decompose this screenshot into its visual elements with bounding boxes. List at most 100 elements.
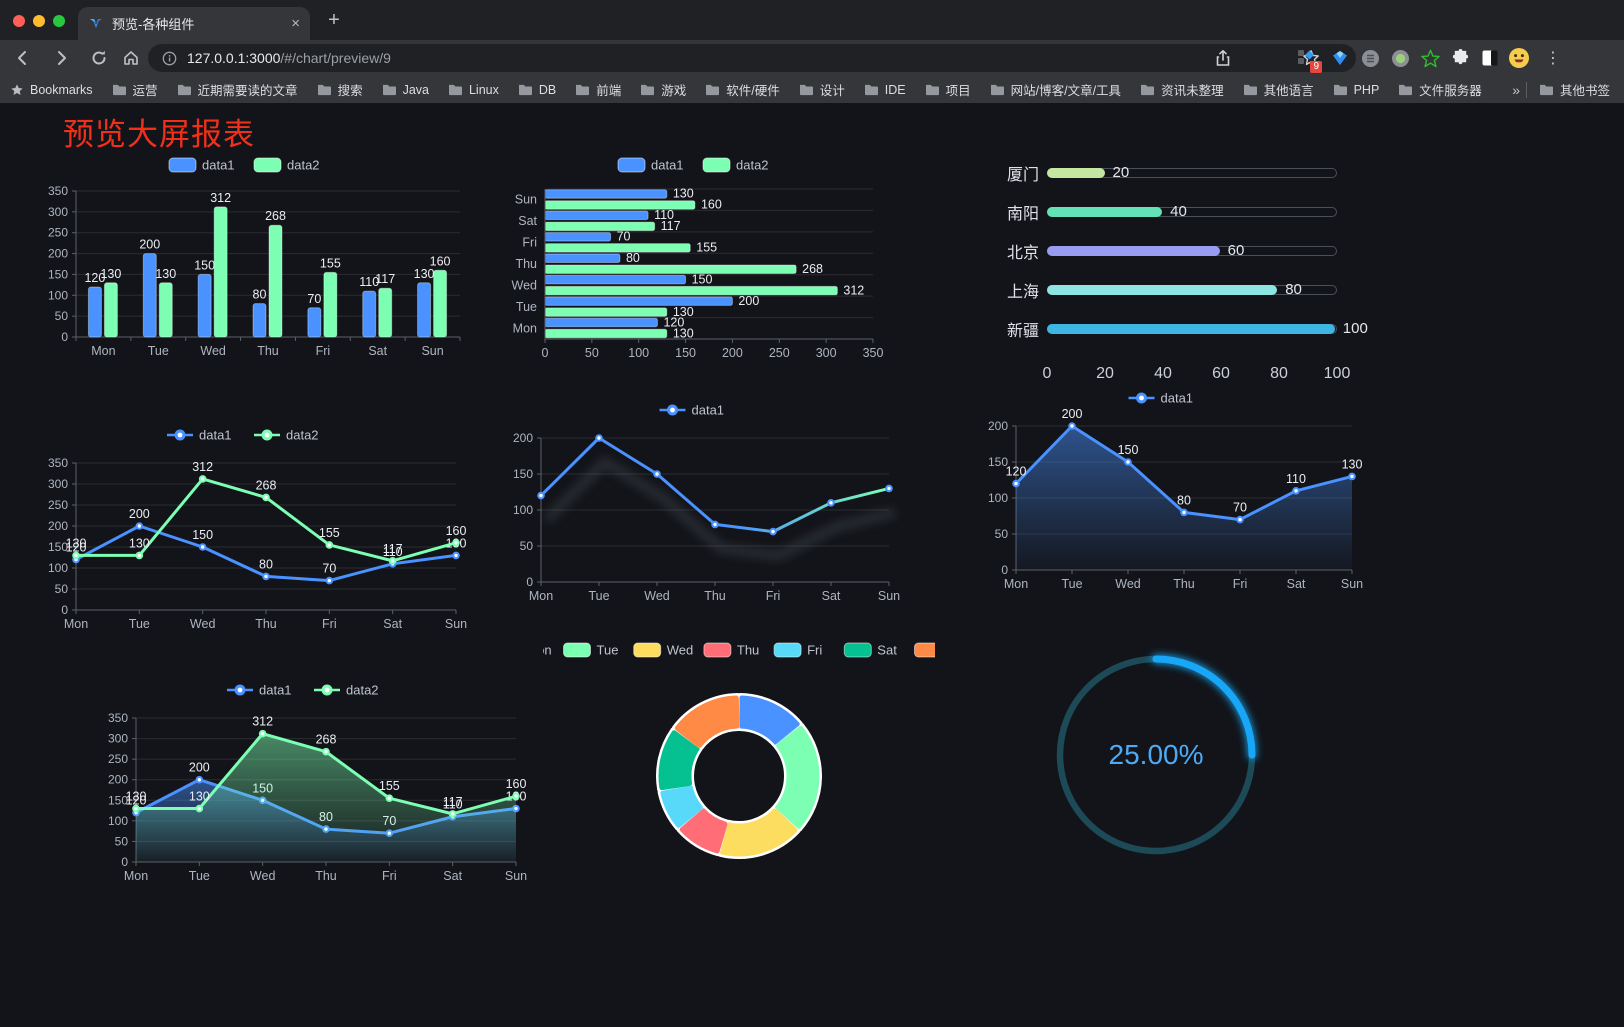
extension-sidebar-icon[interactable]	[1479, 48, 1501, 68]
forward-button[interactable]	[50, 47, 72, 69]
bookmark-root[interactable]: Bookmarks	[10, 83, 93, 97]
legend-item-data1[interactable]: data1	[167, 428, 232, 443]
bookmark-folder-11[interactable]: 项目	[925, 80, 971, 99]
chart-gauge[interactable]: 25.00%	[1039, 638, 1273, 872]
legend-item-Sun[interactable]: Sun	[914, 642, 971, 658]
legend-item-Tue[interactable]: Tue	[563, 642, 619, 658]
chart-line-area[interactable]: data1 0 50 100 150 200 Mon Tue Wed Thu Fri Sat Sun 12…	[978, 386, 1366, 598]
legend-item-data2[interactable]: data2	[254, 428, 319, 443]
bookmark-label: 运营	[132, 84, 158, 98]
svg-text:100: 100	[108, 814, 128, 828]
legend-item-Sat[interactable]: Sat	[843, 642, 897, 658]
svg-text:50: 50	[995, 527, 1009, 541]
legend-item-data1[interactable]: data1	[617, 157, 684, 173]
bar-data2-Sat	[378, 287, 393, 338]
svg-text:50: 50	[55, 309, 69, 323]
svg-text:200: 200	[513, 431, 533, 445]
svg-text:120: 120	[663, 315, 684, 329]
svg-text:Thu: Thu	[1173, 577, 1195, 591]
bookmark-folder-4[interactable]: Linux	[448, 83, 499, 97]
extensions-puzzle-icon[interactable]	[1449, 48, 1471, 68]
chart-line-dual[interactable]: data1 data2 0 50 100 150 200 250 300 350 Mon Tue Wed…	[38, 423, 470, 638]
extension-recorder-icon[interactable]	[1389, 48, 1411, 68]
progress-value: 20	[1112, 164, 1130, 181]
legend-item-data1[interactable]: data1	[659, 403, 725, 418]
menu-kebab-icon[interactable]: ⋮	[1545, 50, 1561, 67]
bookmarks-overflow-chevron[interactable]: »	[1512, 81, 1520, 98]
bookmark-label: 网站/博客/文章/工具	[1010, 84, 1122, 98]
bookmark-folder-1[interactable]: 近期需要读的文章	[177, 80, 298, 99]
legend-item-Mon[interactable]: Mon	[492, 642, 552, 658]
svg-text:100: 100	[48, 288, 68, 302]
svg-text:130: 130	[126, 790, 147, 804]
svg-text:Tue: Tue	[516, 300, 537, 314]
tab-close-icon[interactable]: ×	[291, 15, 300, 32]
svg-text:70: 70	[307, 292, 321, 306]
site-info-icon[interactable]	[162, 51, 177, 66]
browser-tab[interactable]: 预览-各种组件 ×	[78, 7, 310, 40]
chart-line-dual-area[interactable]: data1 data2 0 50 100 150 200 250 300 350 Mon Tue Wed…	[98, 678, 530, 890]
profile-avatar[interactable]	[1508, 48, 1530, 68]
chart-line-gradient[interactable]: data1 0 50 100 150 200 Mon Tue Wed Thu Fri Sat Sun	[503, 398, 903, 610]
bookmark-folder-7[interactable]: 游戏	[640, 80, 686, 99]
chart-progress-bars[interactable]: 厦门 20 南阳 40 北京 60 上海 80 新疆 100 0 20 40 60 80 100	[993, 155, 1368, 387]
bookmark-folder-9[interactable]: 设计	[799, 80, 845, 99]
minimize-window-button[interactable]	[33, 15, 45, 27]
chart-horizontal-bar[interactable]: data1 data2 Sun 130 160 Sat 110 117 Fri 70 155 Thu 8…	[503, 151, 903, 367]
bookmark-folder-0[interactable]: 运营	[112, 80, 158, 99]
svg-text:data1: data1	[651, 158, 684, 173]
extension-settings-icon[interactable]	[1359, 48, 1381, 68]
address-bar[interactable]: 127.0.0.1:3000 /#/chart/preview/9	[148, 44, 1356, 72]
legend-item-Fri[interactable]: Fri	[773, 642, 822, 658]
progress-row-新疆[interactable]: 新疆 100	[993, 319, 1368, 340]
progress-row-厦门[interactable]: 厦门 20	[993, 163, 1365, 184]
zoom-window-button[interactable]	[53, 15, 65, 27]
legend-item-data1[interactable]: data1	[227, 683, 292, 698]
legend-item-data1[interactable]: data1	[168, 157, 235, 173]
svg-text:110: 110	[654, 208, 674, 222]
bookmark-other[interactable]: 其他书签	[1539, 80, 1610, 99]
url-path: /#/chart/preview/9	[280, 50, 391, 66]
legend-item-data2[interactable]: data2	[702, 157, 769, 173]
progress-row-北京[interactable]: 北京 60	[993, 241, 1365, 262]
svg-text:268: 268	[265, 209, 286, 223]
svg-text:50: 50	[520, 539, 534, 553]
legend-item-Thu[interactable]: Thu	[703, 642, 759, 658]
legend-item-data1[interactable]: data1	[1128, 391, 1194, 406]
bookmark-folder-12[interactable]: 网站/博客/文章/工具	[990, 80, 1121, 99]
progress-row-南阳[interactable]: 南阳 40	[993, 202, 1365, 223]
bookmark-folder-16[interactable]: 文件服务器	[1398, 80, 1482, 99]
back-button[interactable]	[12, 47, 34, 69]
bookmark-folder-15[interactable]: PHP	[1333, 83, 1379, 97]
legend-item-Wed[interactable]: Wed	[633, 642, 694, 658]
bar-data2-Sun	[433, 269, 448, 338]
extension-tampermonkey-icon[interactable]: 9	[1295, 48, 1322, 73]
bar-data1-Sun	[544, 189, 668, 199]
close-window-button[interactable]	[13, 15, 25, 27]
svg-text:350: 350	[48, 184, 68, 198]
bookmark-folder-14[interactable]: 其他语言	[1243, 80, 1314, 99]
bookmark-folder-5[interactable]: DB	[518, 83, 556, 97]
extension-vue-devtools-icon[interactable]	[1329, 48, 1351, 68]
svg-text:Tue: Tue	[597, 643, 619, 658]
bookmark-folder-8[interactable]: 软件/硬件	[705, 80, 780, 99]
chart-pie-donut[interactable]: Mon Tue Wed Thu Fri Sat Sun	[492, 636, 971, 876]
new-tab-button[interactable]: +	[328, 9, 340, 31]
reload-button[interactable]	[88, 47, 110, 69]
bookmark-folder-10[interactable]: IDE	[864, 83, 906, 97]
bookmark-label: Linux	[468, 82, 499, 97]
bookmark-folder-13[interactable]: 资讯未整理	[1140, 80, 1224, 99]
bookmark-folder-2[interactable]: 搜索	[317, 80, 363, 99]
progress-row-上海[interactable]: 上海 80	[993, 280, 1365, 301]
bookmark-folder-6[interactable]: 前端	[575, 80, 621, 99]
legend-item-data2[interactable]: data2	[253, 157, 320, 173]
chart-grouped-bar[interactable]: data1 data2 0 50 100 150 200 250 300 350 Mon 120 130…	[38, 151, 470, 367]
legend-item-data2[interactable]: data2	[314, 683, 379, 698]
extension-green-star-icon[interactable]	[1419, 48, 1441, 68]
bookmark-folder-3[interactable]: Java	[382, 83, 429, 97]
tab-strip: 预览-各种组件 × +	[0, 0, 1624, 40]
page-content: 预览大屏报表 data1 data2 0 50 100 150 200 250 300 350 Mo…	[0, 103, 1624, 1027]
share-icon[interactable]	[1214, 49, 1234, 69]
svg-text:Fri: Fri	[766, 589, 781, 603]
home-button[interactable]	[120, 47, 142, 69]
